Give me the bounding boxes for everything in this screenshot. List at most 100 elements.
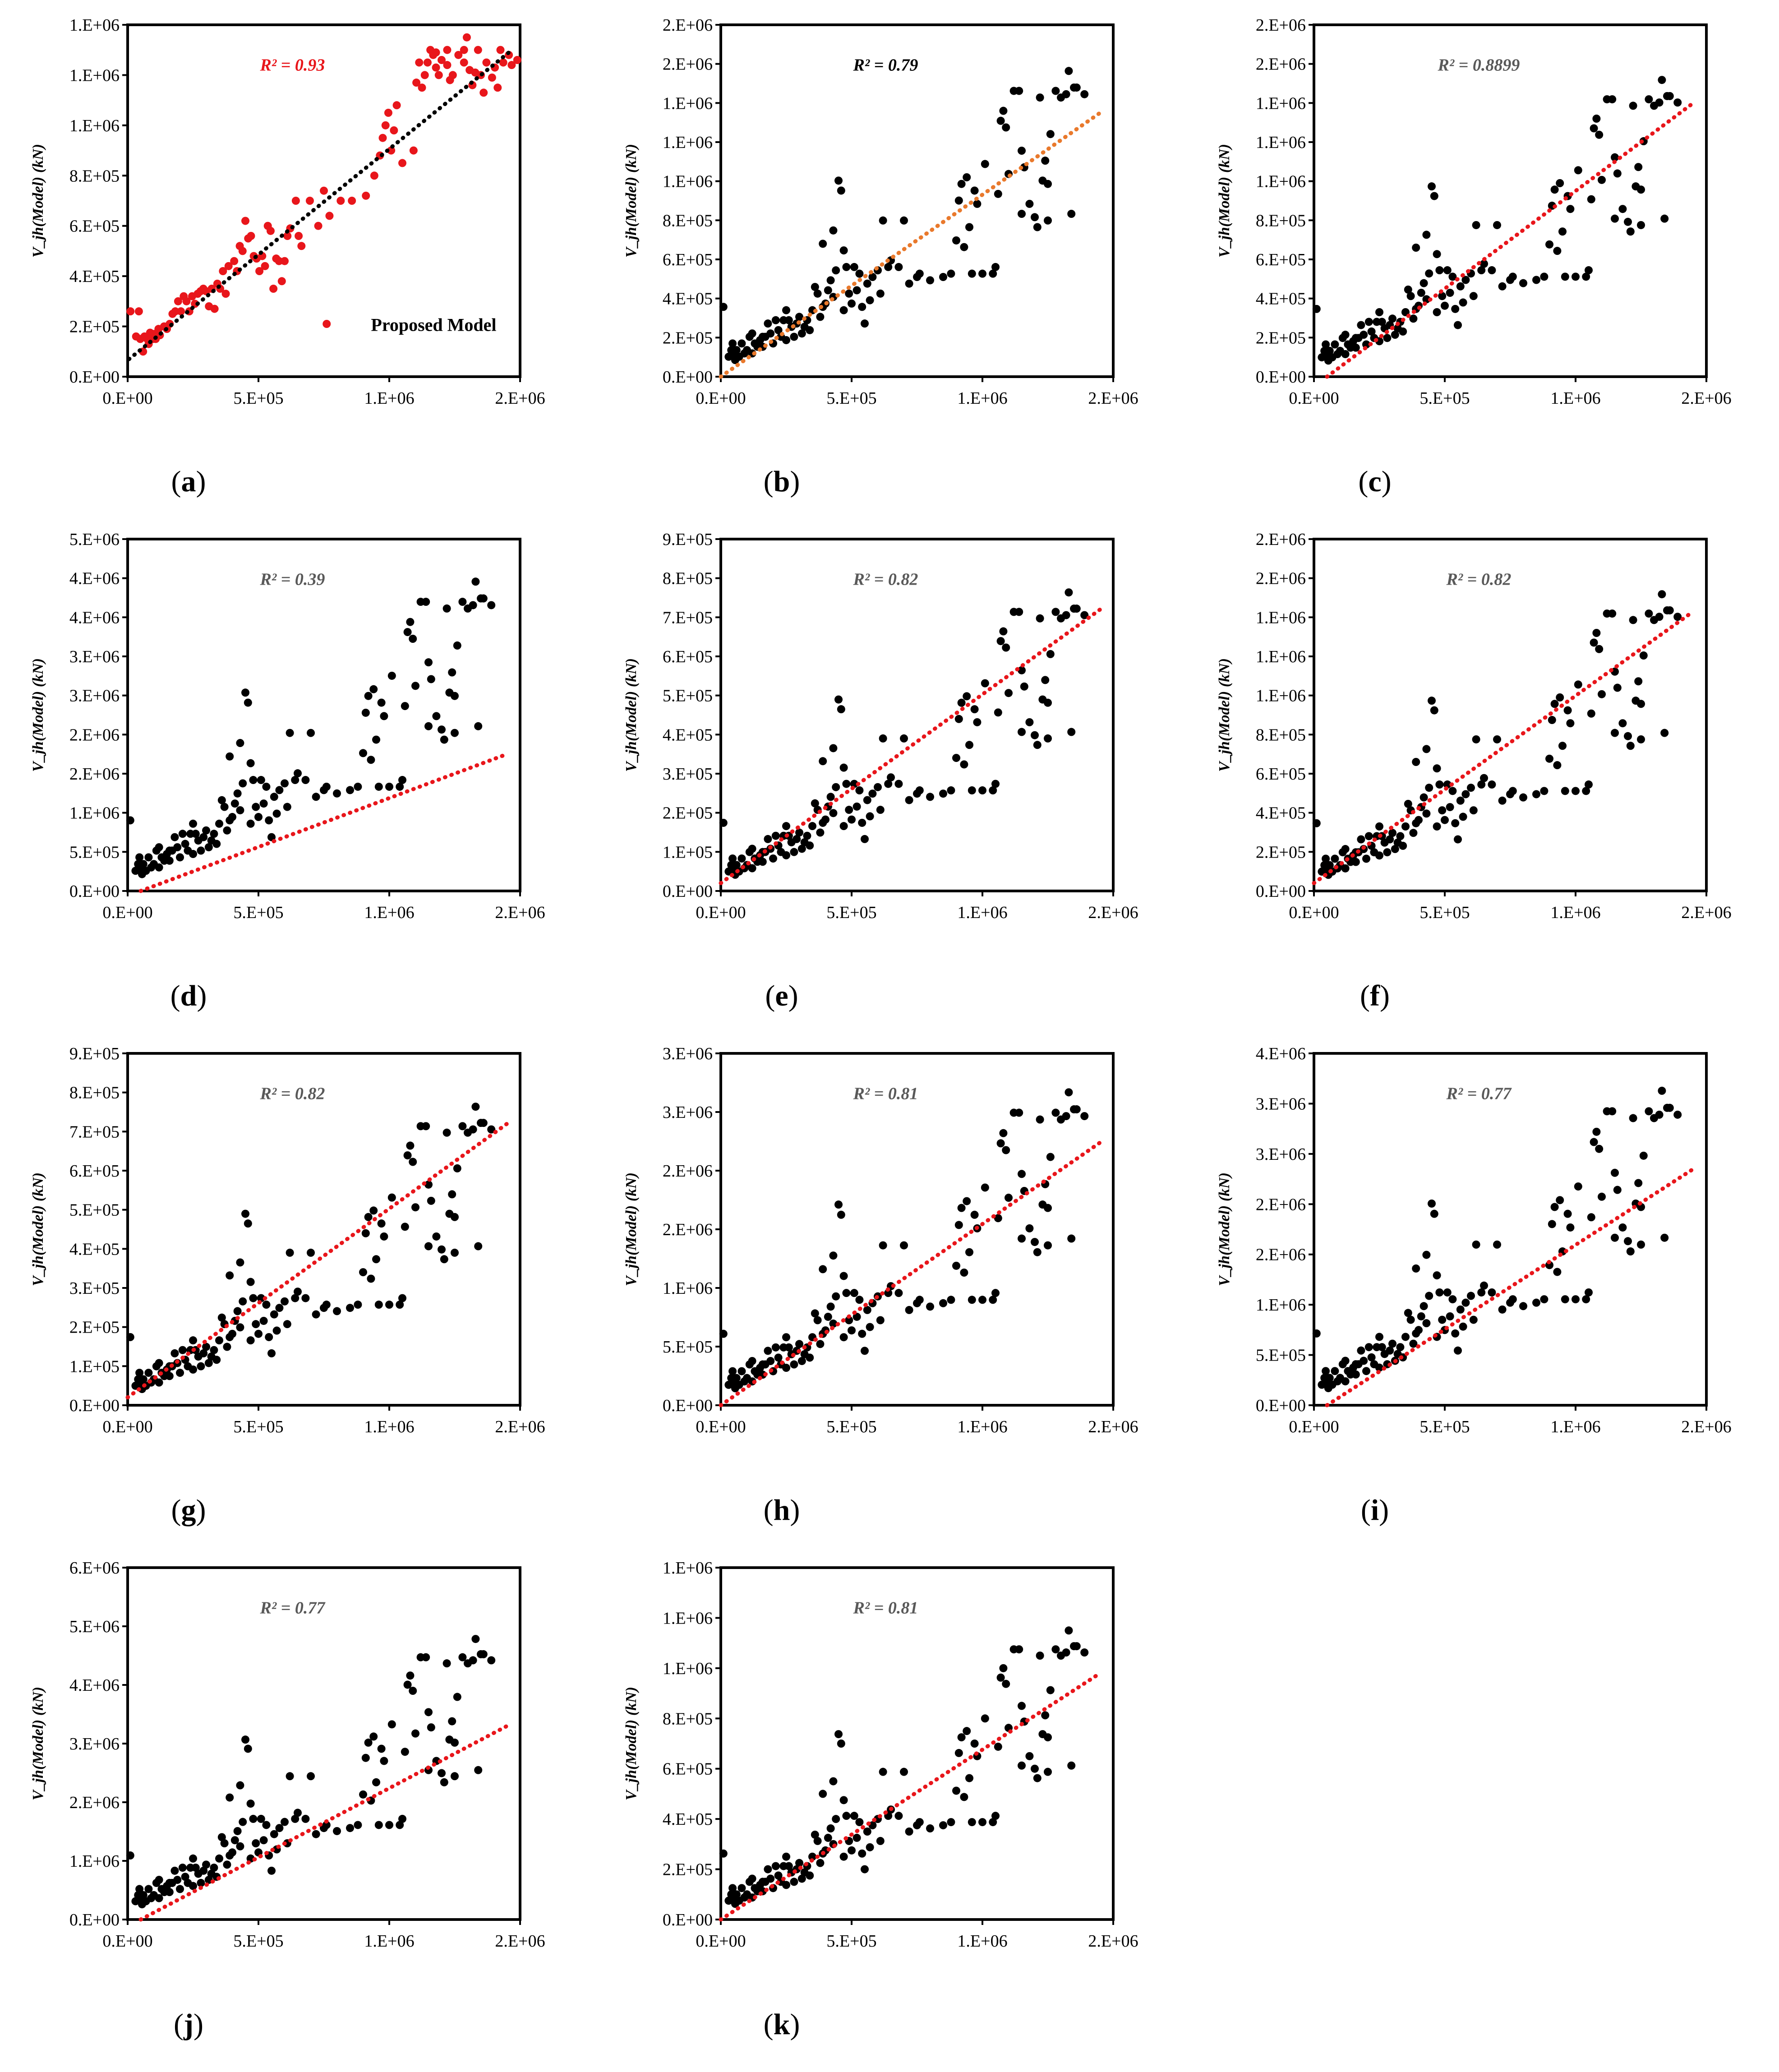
data-point	[401, 1748, 409, 1756]
data-point	[963, 692, 971, 701]
data-point	[1613, 169, 1622, 178]
data-point	[848, 1846, 856, 1855]
y-tick-label: 4.E+05	[1256, 290, 1306, 309]
data-point	[894, 263, 903, 271]
data-point	[1508, 272, 1517, 281]
data-point	[719, 1849, 728, 1858]
data-point	[866, 1323, 874, 1331]
data-point	[994, 189, 1002, 198]
data-point	[1044, 216, 1052, 225]
data-point	[999, 1664, 1008, 1672]
data-point	[1540, 787, 1549, 795]
data-point	[1425, 784, 1433, 792]
data-point	[1595, 1144, 1604, 1153]
data-point	[333, 1827, 341, 1835]
data-point	[774, 326, 783, 334]
r-squared-label: R² = 0.77	[259, 1598, 326, 1617]
y-tick-label: 2.E+06	[1256, 55, 1306, 74]
data-point	[1519, 279, 1527, 287]
data-point	[858, 303, 866, 311]
data-point	[255, 267, 264, 275]
data-point	[782, 336, 790, 344]
data-point	[1322, 854, 1330, 863]
data-point	[1590, 638, 1598, 647]
data-point	[471, 1635, 480, 1643]
data-point	[1375, 822, 1383, 831]
data-point	[487, 1656, 496, 1665]
data-point	[1364, 1343, 1373, 1352]
data-point	[991, 780, 1000, 788]
data-point	[1325, 861, 1334, 869]
data-point	[265, 1333, 273, 1341]
data-point	[1383, 334, 1392, 342]
data-point	[223, 1343, 231, 1351]
data-point	[1036, 93, 1044, 102]
data-point	[230, 1836, 239, 1845]
x-tick-label: 5.E+05	[1420, 1417, 1470, 1436]
data-point	[1391, 331, 1399, 339]
y-tick-label: 2.E+06	[1256, 1195, 1306, 1214]
data-point	[803, 831, 811, 840]
data-point	[845, 806, 853, 814]
data-point	[866, 1843, 874, 1851]
data-point	[1634, 163, 1643, 171]
data-point	[139, 860, 147, 868]
data-point	[422, 1122, 430, 1131]
data-point	[884, 780, 893, 788]
data-point	[228, 1329, 236, 1338]
trend-line	[719, 111, 1102, 379]
data-point	[291, 1294, 300, 1302]
data-point	[813, 1316, 822, 1324]
x-tick-label: 1.E+06	[1550, 389, 1600, 408]
data-point	[826, 276, 835, 285]
data-point	[1493, 1240, 1501, 1249]
data-point	[1556, 1196, 1564, 1204]
data-point	[1540, 1295, 1549, 1304]
data-point	[764, 835, 772, 843]
data-point	[369, 1206, 378, 1215]
data-point	[233, 789, 242, 798]
data-point	[291, 776, 300, 784]
y-tick-label: 6.E+06	[69, 1559, 120, 1578]
data-point	[387, 671, 396, 680]
data-point	[853, 286, 861, 295]
data-point	[1325, 1374, 1334, 1382]
y-tick-label: 2.E+05	[69, 1318, 120, 1337]
data-point	[223, 826, 231, 835]
y-axis-label: V_jh(Model) (kN)	[30, 1172, 46, 1286]
data-point	[1574, 166, 1582, 175]
data-point	[1448, 272, 1457, 281]
x-tick-label: 0.E+00	[102, 1417, 152, 1436]
data-point	[782, 1852, 790, 1861]
data-point	[496, 46, 505, 54]
data-point	[1018, 728, 1026, 736]
data-point	[1044, 1204, 1052, 1212]
data-point	[863, 796, 871, 804]
data-point	[797, 1357, 806, 1365]
data-point	[1566, 205, 1575, 213]
data-point	[440, 1255, 448, 1264]
data-point	[978, 1818, 986, 1827]
data-point	[1046, 1153, 1055, 1161]
data-point	[1433, 764, 1441, 773]
data-point	[1443, 266, 1452, 275]
data-point	[1592, 115, 1601, 123]
r-squared-label: R² = 0.93	[259, 55, 325, 74]
data-point	[422, 598, 430, 606]
data-point	[312, 1830, 320, 1838]
data-point	[275, 1304, 284, 1312]
data-point	[1590, 1138, 1598, 1146]
y-tick-label: 1.E+06	[69, 116, 120, 135]
data-point	[469, 601, 477, 609]
data-point	[1493, 221, 1501, 229]
y-tick-label: 2.E+06	[1256, 569, 1306, 588]
y-tick-label: 4.E+05	[663, 1810, 713, 1829]
data-point	[1051, 87, 1060, 95]
trend-line	[138, 1724, 509, 1922]
data-point	[427, 1723, 435, 1732]
data-point	[1618, 1223, 1627, 1232]
data-point	[1322, 340, 1330, 349]
data-point	[1067, 1761, 1076, 1770]
data-point	[719, 1329, 728, 1338]
data-point	[1438, 1315, 1447, 1324]
